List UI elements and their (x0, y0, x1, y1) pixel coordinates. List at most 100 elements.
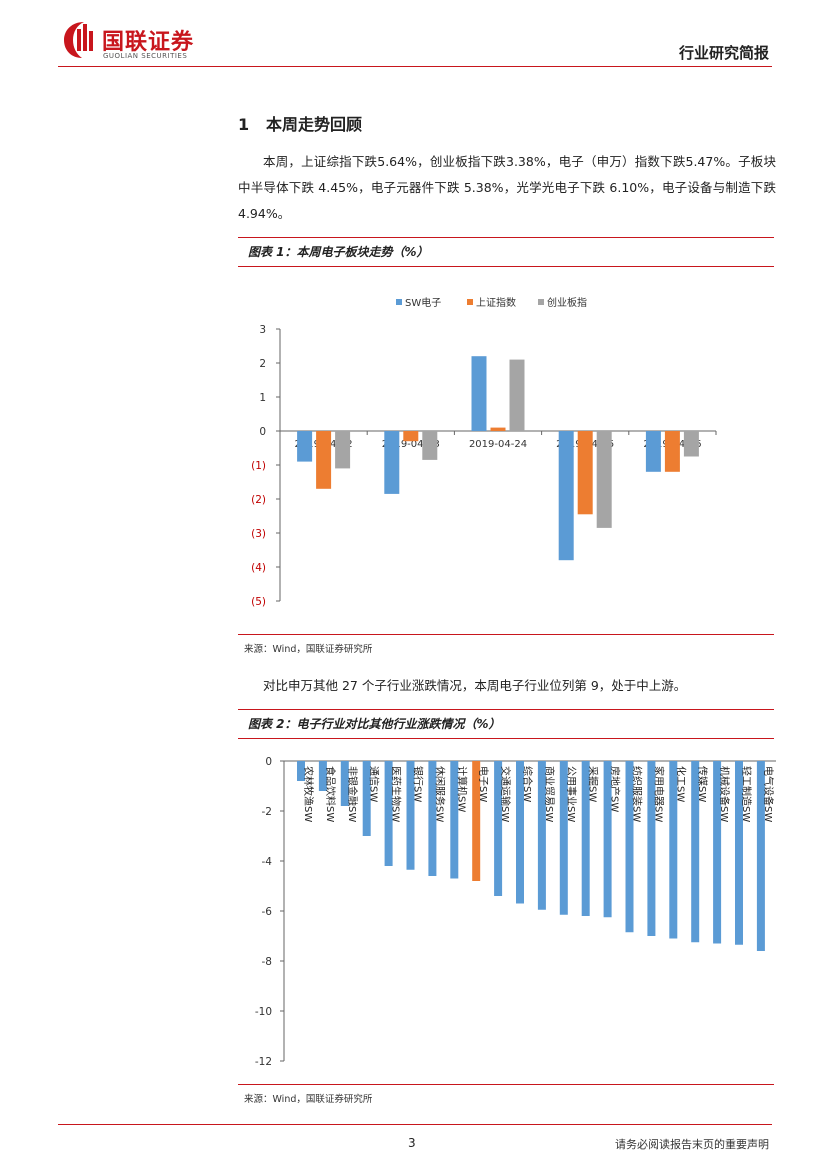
bar-食品饮料SW (318, 761, 327, 791)
bar-上证指数 (664, 431, 680, 472)
figure1-title-bar: 图表 1：本周电子板块走势（%） (238, 237, 774, 267)
figure2-source-rule (238, 1084, 774, 1085)
bar-家用电器SW (647, 761, 656, 936)
bar-纺织服装SW (625, 761, 634, 933)
category-label: 轻工制造SW (740, 766, 753, 822)
figure1-source: 来源：Wind，国联证券研究所 (244, 644, 373, 655)
bar-房地产SW (603, 761, 612, 918)
legend-label-1: 上证指数 (476, 296, 516, 309)
bar-传媒SW (691, 761, 700, 943)
category-label: 银行SW (412, 766, 425, 802)
bar-创业板指 (335, 431, 351, 469)
bar-SW电子 (645, 431, 661, 472)
y-tick-label: -12 (255, 1056, 272, 1068)
brand-name-en: GUOLIAN SECURITIES (103, 52, 188, 60)
category-label: 化工SW (674, 766, 687, 802)
guolian-logo-icon (64, 22, 93, 58)
bar-轻工制造SW (735, 761, 743, 945)
y-tick-label: (5) (251, 596, 266, 608)
section-number: 1 (238, 115, 250, 134)
y-tick-label: 1 (259, 392, 266, 404)
bar-商业贸易SW (537, 761, 546, 910)
category-label: 纺织服装SW (631, 766, 644, 822)
bar-创业板指 (683, 431, 699, 457)
bar-SW电子 (384, 431, 400, 494)
y-tick-label: -6 (262, 906, 273, 918)
bar-上证指数 (577, 431, 593, 515)
category-label: 医药生物SW (390, 766, 403, 822)
bar-非银金融SW (340, 761, 349, 806)
legend-swatch-1 (467, 299, 473, 305)
brand-logo: 国联证券 GUOLIAN SECURITIES (62, 20, 222, 62)
bar-化工SW (669, 761, 678, 939)
category-label: 房地产SW (609, 766, 622, 812)
bar-SW电子 (558, 431, 574, 561)
bar-SW电子 (297, 431, 313, 462)
category-label: 商业贸易SW (543, 766, 556, 822)
category-label: 非银金融SW (346, 766, 359, 822)
bar-医药生物SW (384, 761, 393, 866)
bar-上证指数 (403, 431, 419, 442)
page-number: 3 (408, 1136, 416, 1150)
y-tick-label: -2 (262, 806, 272, 818)
brand-name-cn: 国联证券 (102, 30, 195, 55)
figure2-source: 来源：Wind，国联证券研究所 (244, 1094, 373, 1105)
category-label: 通信SW (368, 766, 380, 802)
y-tick-label: 2 (259, 358, 266, 370)
section-title: 本周走势回顾 (266, 115, 363, 134)
legend-label-0: SW电子 (405, 296, 441, 309)
chart2-industry-comparison: 0 -2 -4 -6 -8 -10 -12 农林牧渔SW 食品饮料SW 非银金融SW 通信SW 医药生… (255, 756, 776, 1068)
x-tick-label: 2019-04-24 (469, 439, 527, 450)
legend-swatch-0 (396, 299, 402, 305)
bar-休闲服务SW (428, 761, 437, 876)
category-label: 食品饮料SW (324, 766, 337, 822)
report-type: 行业研究简报 (678, 44, 769, 62)
footer-disclaimer: 请务必阅读报告末页的重要声明 (615, 1138, 769, 1151)
category-label: 公用事业SW (565, 766, 578, 822)
header-divider (58, 66, 772, 67)
figure2-title: 图表 2：电子行业对比其他行业涨跌情况（%） (248, 717, 501, 731)
y-tick-label: (2) (251, 494, 266, 506)
bar-上证指数 (490, 427, 506, 431)
category-label: 采掘SW (587, 766, 600, 802)
bar-银行SW (406, 761, 415, 870)
y-tick-label: 3 (259, 324, 266, 336)
chart1-weekly-trend: SW电子 上证指数 创业板指 3 2 1 0 (1) (2) (3) (4) (5) 2019-04-2… (251, 296, 717, 608)
category-label: 电子SW (477, 766, 490, 802)
x-tick-label: 2019-04-23 (382, 439, 440, 450)
y-tick-label: (4) (251, 562, 266, 574)
bar-机械设备SW (713, 761, 722, 944)
bar-上证指数 (316, 431, 332, 489)
comparison-paragraph: 对比申万其他 27 个子行业涨跌情况，本周电子行业位列第 9，处于中上游。 (263, 678, 687, 693)
category-label: 休闲服务SW (433, 766, 446, 822)
category-label: 计算机SW (455, 766, 468, 812)
bar-交通运输SW (494, 761, 503, 896)
category-label: 综合SW (521, 766, 534, 802)
category-label: 交通运输SW (499, 766, 512, 822)
figure1-source-rule (238, 634, 774, 635)
bar-电子SW (472, 761, 481, 881)
y-tick-label: (3) (251, 528, 266, 540)
category-label: 家用电器SW (652, 766, 665, 822)
y-tick-label: -8 (262, 956, 272, 968)
legend-swatch-2 (538, 299, 544, 305)
section-heading: 1 本周走势回顾 (238, 111, 362, 135)
bar-综合SW (516, 761, 524, 904)
y-tick-label: 0 (259, 426, 266, 438)
category-label: 农林牧渔SW (302, 766, 315, 822)
category-label: 机械设备SW (718, 766, 731, 822)
bar-创业板指 (509, 359, 525, 431)
figure1-title: 图表 1：本周电子板块走势（%） (248, 245, 429, 259)
category-label: 电气设备SW (762, 766, 775, 822)
bar-计算机SW (450, 761, 459, 879)
bar-农林牧渔SW (297, 761, 305, 781)
bar-电气设备SW (756, 761, 765, 951)
y-tick-label: (1) (251, 460, 266, 472)
bar-采掘SW (581, 761, 590, 916)
footer-divider (58, 1124, 772, 1125)
bar-SW电子 (471, 356, 487, 431)
y-tick-label: -10 (255, 1006, 272, 1018)
y-tick-label: -4 (262, 856, 273, 868)
y-tick-label: 0 (265, 756, 272, 768)
bar-公用事业SW (559, 761, 568, 915)
